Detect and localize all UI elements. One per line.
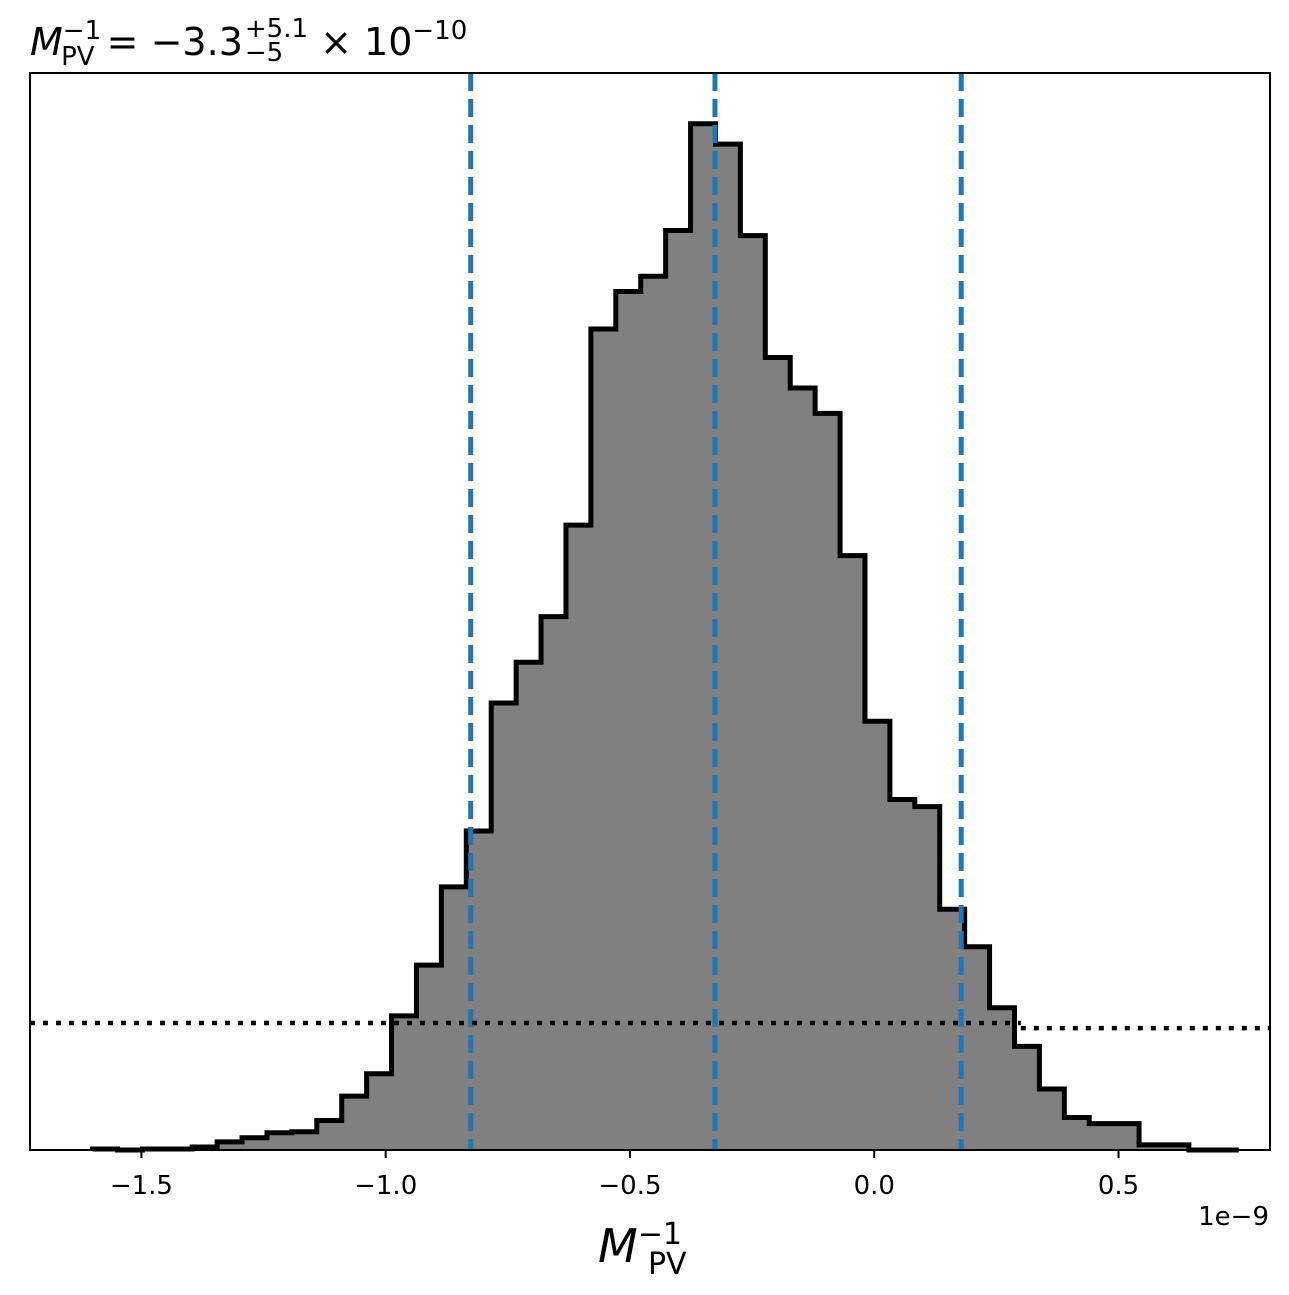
title-symbol-sub: PV xyxy=(61,42,95,72)
histogram-bar xyxy=(740,235,766,1150)
axes-frame xyxy=(29,72,1271,1151)
histogram-bar xyxy=(1163,1144,1190,1150)
histogram-bar xyxy=(665,230,692,1151)
histogram-bar xyxy=(840,555,866,1150)
quantile-lines xyxy=(468,73,964,1150)
histogram-bar xyxy=(316,1120,343,1150)
histogram-bar xyxy=(1139,1144,1165,1150)
histogram-bar xyxy=(989,1007,1015,1150)
x-tick-label: 0.0 xyxy=(854,1171,895,1201)
histogram-bar xyxy=(541,616,567,1150)
title-equals: = xyxy=(94,20,151,64)
x-axis-offset-label: 1e−9 xyxy=(1198,1202,1269,1232)
xlabel-sup: −1 xyxy=(637,1217,682,1252)
histogram-bar xyxy=(1089,1123,1115,1150)
histogram-bar xyxy=(391,1015,417,1150)
histogram-bar xyxy=(366,1073,393,1150)
histogram-bar xyxy=(516,662,542,1150)
histogram-bar xyxy=(914,806,941,1150)
xlabel-symbol: M xyxy=(598,1219,638,1273)
chart-title: M−1PV = −3.3 +5.1 −5 × 10−10 xyxy=(30,4,467,84)
title-scale: × 10 xyxy=(308,20,413,64)
histogram-outline xyxy=(90,121,1239,1153)
histogram-bar xyxy=(690,123,716,1151)
x-axis-label: M−1PV xyxy=(598,1205,687,1295)
title-symbol-sup: −1 xyxy=(62,16,102,46)
title-median: −3.3 xyxy=(150,20,243,64)
histogram-bar xyxy=(1014,1046,1040,1150)
histogram-bar xyxy=(889,799,916,1150)
histogram-bar xyxy=(790,387,816,1151)
histogram-bar xyxy=(590,329,617,1150)
x-axis-ticks: −1.5 −1.0 −0.5 0.0 0.5 xyxy=(110,1150,1139,1201)
histogram-bar xyxy=(1114,1123,1140,1150)
reference-lines xyxy=(30,1020,1270,1031)
histogram-bar xyxy=(441,886,467,1150)
histogram-bar xyxy=(765,357,791,1150)
histogram-bar xyxy=(491,702,517,1150)
histogram-bar xyxy=(242,1137,268,1150)
x-tick-label: −1.0 xyxy=(354,1171,417,1201)
x-tick-label: 0.5 xyxy=(1098,1171,1139,1201)
histogram-bar xyxy=(964,946,991,1150)
title-err-minus: −5 xyxy=(244,37,284,68)
histogram-bar xyxy=(291,1131,318,1150)
histogram-bar xyxy=(565,525,592,1150)
title-scale-exp: −10 xyxy=(412,16,468,46)
title-symbol: M xyxy=(30,20,63,64)
x-tick-label: −0.5 xyxy=(598,1171,661,1201)
title-errors: +5.1 −5 xyxy=(244,13,309,68)
histogram-bar xyxy=(1039,1089,1065,1150)
histogram-bar xyxy=(341,1096,368,1150)
histogram-bar xyxy=(217,1141,243,1150)
xlabel-sub: PV xyxy=(647,1247,687,1282)
histogram-bars xyxy=(92,123,1190,1151)
histogram-bar xyxy=(640,276,667,1151)
histogram-bar xyxy=(1064,1117,1090,1150)
histogram-bar xyxy=(615,291,642,1150)
histogram-bar xyxy=(266,1132,293,1150)
histogram-bar xyxy=(416,965,442,1150)
histogram-bar xyxy=(715,144,741,1151)
histogram-bar xyxy=(815,413,841,1150)
title-err-plus: +5.1 xyxy=(244,13,309,44)
histogram-bar xyxy=(939,909,966,1150)
x-tick-label: −1.5 xyxy=(110,1171,173,1201)
histogram-bar xyxy=(864,721,891,1150)
